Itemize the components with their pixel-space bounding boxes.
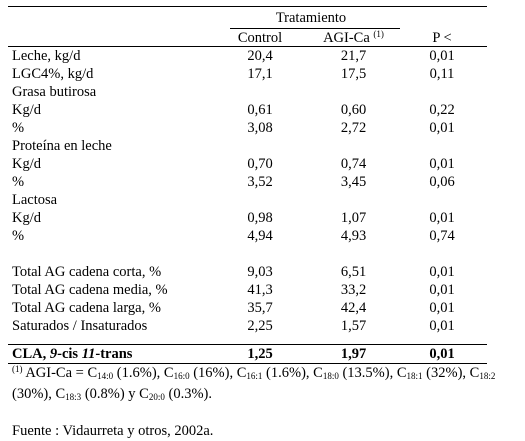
- cell-agi-ca: 3,45: [340, 174, 367, 190]
- cell-control: 17,1: [247, 66, 273, 82]
- cell-p: 0,01: [429, 48, 455, 64]
- cell-control: 3,08: [247, 120, 273, 136]
- row-label: Kg/d: [12, 210, 41, 226]
- fn-text: (30%), C: [12, 386, 66, 402]
- cell-control: 0,98: [247, 210, 273, 226]
- cell-control: 35,7: [247, 300, 273, 316]
- header-agi-ca-note: (1): [373, 29, 384, 39]
- header-bottom-rule: [8, 46, 487, 47]
- cell-agi-ca: 0,74: [340, 156, 367, 172]
- cell-agi-ca: 42,4: [340, 300, 367, 316]
- row-label: Total AG cadena corta, %: [12, 264, 162, 280]
- cell-agi-ca: 0,60: [340, 102, 367, 118]
- fn-text: AGI-Ca = C: [22, 365, 98, 381]
- row-label: LGC4%, kg/d: [12, 66, 94, 82]
- cell-agi-ca: 4,93: [340, 228, 367, 244]
- fn-text: (0.3%).: [164, 386, 213, 402]
- table-bottom-rule: [8, 363, 487, 364]
- row-label: Total AG cadena media, %: [12, 282, 168, 298]
- fn-sub: 18:3: [65, 392, 82, 402]
- cell-p: 0,01: [429, 210, 455, 226]
- row-label: Proteína en leche: [12, 138, 112, 154]
- fn-text: (1.6%), C: [113, 365, 174, 381]
- cell-p: 0,01: [429, 156, 455, 172]
- row-label: %: [12, 174, 25, 190]
- fn-sub: 14:0: [97, 371, 114, 381]
- footnote-mark: (1): [12, 364, 23, 374]
- footnote: (1) AGI-Ca = C14:0 (1.6%), C16:0 (16%), …: [12, 363, 512, 405]
- fn-sub: 18:2: [479, 371, 496, 381]
- source-citation: Fuente : Vidaurreta y otros, 2002a.: [12, 423, 214, 439]
- cla-label-a: CLA,: [12, 346, 50, 362]
- fn-text: (32%), C: [422, 365, 480, 381]
- cell-p: 0,11: [429, 66, 455, 82]
- cell-control: 20,4: [247, 48, 273, 64]
- cell-agi-ca: 1,07: [340, 210, 367, 226]
- fn-text: (0.8%) y C: [81, 386, 149, 402]
- row-label: Grasa butirosa: [12, 84, 97, 100]
- cell-control: 0,61: [247, 102, 273, 118]
- header-agi-ca-label: AGI-Ca: [323, 30, 370, 46]
- row-label: Leche, kg/d: [12, 48, 81, 64]
- cell-agi-ca: 21,7: [340, 48, 367, 64]
- cell-p: 0,01: [429, 318, 455, 334]
- cell-agi-ca: 1,57: [340, 318, 367, 334]
- fn-sub: 16:0: [173, 371, 190, 381]
- cell-p: 0,74: [429, 228, 455, 244]
- cell-agi-ca: 17,5: [340, 66, 367, 82]
- cell-p: 0,01: [429, 282, 455, 298]
- fn-sub: 20:0: [148, 392, 165, 402]
- row-label: %: [12, 228, 25, 244]
- header-group-rule: [230, 28, 400, 29]
- cell-p: 0,22: [429, 102, 455, 118]
- row-label: Kg/d: [12, 102, 41, 118]
- header-group-label: Tratamiento: [275, 10, 347, 26]
- cla-label-c: -cis: [57, 346, 82, 362]
- row-label: Saturados / Insaturados: [12, 318, 148, 334]
- fn-text: (13.5%), C: [338, 365, 407, 381]
- cell-control: 9,03: [247, 264, 273, 280]
- header-p: P <: [432, 30, 452, 46]
- row-label: Lactosa: [12, 192, 58, 208]
- cell-agi-ca: 33,2: [340, 282, 367, 298]
- fn-sub: 18:1: [406, 371, 423, 381]
- cla-row-label: CLA, 9-cis 11-trans: [12, 345, 132, 363]
- cla-label-d: 11: [81, 346, 96, 362]
- fn-text: (1.6%), C: [262, 365, 323, 381]
- fn-sub: 16:1: [246, 371, 263, 381]
- cla-label-b: 9: [49, 346, 58, 362]
- cla-control: 1,25: [247, 346, 273, 362]
- row-label: Total AG cadena larga, %: [12, 300, 161, 316]
- cell-agi-ca: 2,72: [340, 120, 367, 136]
- header-control: Control: [237, 30, 283, 46]
- fn-text: (16%), C: [189, 365, 247, 381]
- cell-control: 2,25: [247, 318, 273, 334]
- cell-control: 3,52: [247, 174, 273, 190]
- cell-control: 0,70: [247, 156, 273, 172]
- cell-p: 0,06: [429, 174, 455, 190]
- fn-sub: 18:0: [322, 371, 339, 381]
- row-label: %: [12, 120, 25, 136]
- cell-p: 0,01: [429, 264, 455, 280]
- row-label: Kg/d: [12, 156, 41, 172]
- cla-p: 0,01: [429, 346, 455, 362]
- cell-agi-ca: 6,51: [340, 264, 367, 280]
- cell-p: 0,01: [429, 120, 455, 136]
- cell-control: 41,3: [247, 282, 273, 298]
- cla-top-rule: [8, 344, 487, 345]
- cell-control: 4,94: [247, 228, 273, 244]
- cla-agi-ca: 1,97: [340, 346, 367, 362]
- table-top-rule: [8, 6, 487, 7]
- cla-label-e: -trans: [95, 346, 133, 362]
- header-agi-ca: AGI-Ca (1): [315, 29, 392, 47]
- cell-p: 0,01: [429, 300, 455, 316]
